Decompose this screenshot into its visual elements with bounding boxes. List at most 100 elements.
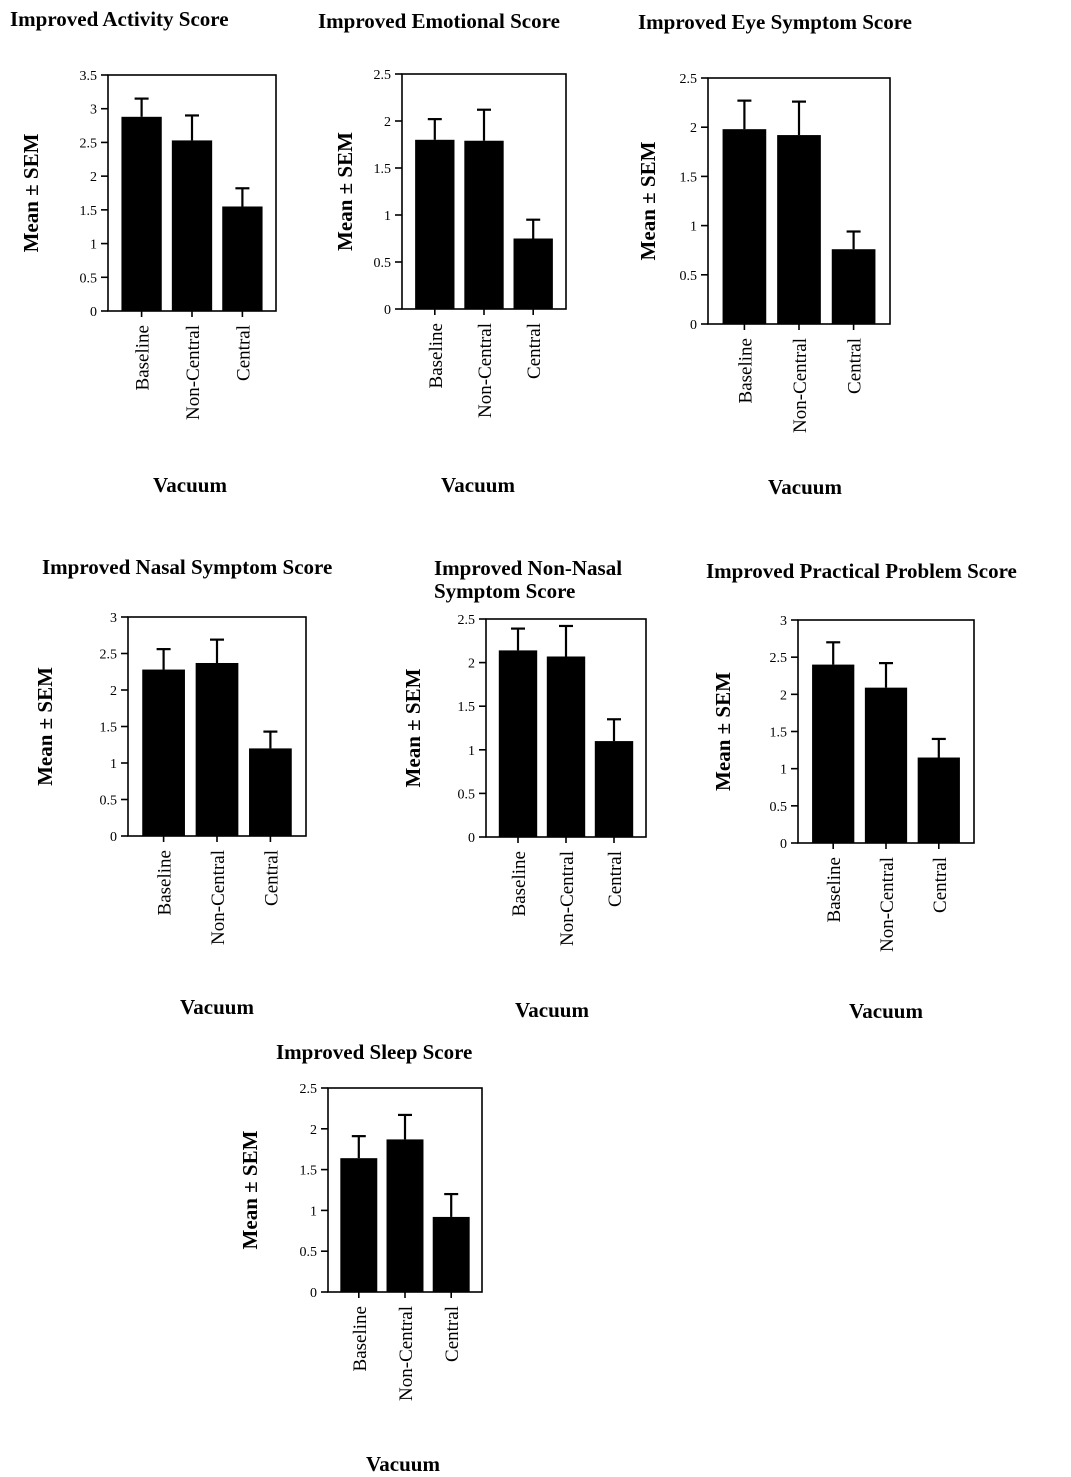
- chart-panel: Improved Nasal Symptom Score 0 0.5 1 1.5 2 2.5…: [33, 555, 332, 1019]
- x-axis-label: Vacuum: [849, 999, 923, 1023]
- category-label: Baseline: [426, 323, 447, 388]
- chart-panel: Improved Practical Problem Score 0 0.5 1 1.5…: [706, 559, 1017, 1023]
- y-tick-label: 1: [690, 220, 697, 235]
- category-label: Central: [261, 850, 282, 906]
- category-label: Baseline: [735, 338, 756, 403]
- y-tick-label: 1: [310, 1204, 317, 1219]
- bar: [812, 664, 855, 843]
- x-axis-label: Vacuum: [153, 473, 227, 497]
- y-tick-label: 0.5: [458, 787, 476, 802]
- chart-title: Improved Eye Symptom Score: [638, 10, 912, 34]
- bar: [498, 650, 538, 837]
- y-tick-label: 1: [384, 209, 391, 224]
- category-label: Central: [845, 338, 866, 394]
- y-tick-label: 0: [384, 303, 391, 318]
- category-label: Non-Central: [877, 857, 898, 952]
- x-axis-label: Vacuum: [515, 998, 589, 1022]
- y-axis-label: Mean ± SEM: [33, 667, 57, 786]
- category-label: Central: [605, 851, 626, 907]
- y-tick-label: 1.5: [374, 162, 392, 177]
- y-tick-label: 0.5: [680, 269, 698, 284]
- y-tick-label: 1: [90, 238, 97, 253]
- bar: [432, 1216, 470, 1292]
- y-tick-label: 3: [90, 103, 97, 118]
- bar: [513, 238, 553, 309]
- chart-panel: Improved Eye Symptom Score 0 0.5 1 1.5 2 2.5 Me…: [636, 10, 912, 499]
- y-tick-label: 2.5: [770, 651, 788, 666]
- y-tick-label: 2: [310, 1123, 317, 1138]
- category-label: Non-Central: [475, 323, 496, 418]
- y-tick-label: 3: [780, 614, 787, 629]
- bar: [121, 116, 162, 311]
- chart-title: Improved Non-Nasal: [434, 556, 622, 580]
- y-tick-label: 1: [468, 744, 475, 759]
- category-label: Baseline: [824, 857, 845, 922]
- y-tick-label: 3.5: [80, 69, 98, 84]
- bar: [249, 748, 292, 836]
- y-tick-label: 1: [110, 757, 117, 772]
- bar: [722, 129, 767, 324]
- chart-panel: Improved Emotional Score 0 0.5 1 1.5 2 2.5 Mean…: [318, 9, 567, 497]
- category-label: Baseline: [509, 851, 530, 916]
- chart-title: Improved Activity Score: [10, 7, 229, 31]
- y-axis-label: Mean ± SEM: [711, 672, 735, 791]
- x-axis-label: Vacuum: [366, 1452, 440, 1476]
- bar: [546, 656, 586, 837]
- y-tick-label: 1.5: [80, 204, 98, 219]
- bar: [171, 140, 213, 311]
- y-tick-label: 0.5: [770, 800, 788, 815]
- category-label: Central: [930, 857, 951, 913]
- chart-title: Improved Practical Problem Score: [706, 559, 1017, 583]
- category-label: Central: [442, 1306, 463, 1362]
- chart-title: Improved Emotional Score: [318, 9, 560, 33]
- x-axis-label: Vacuum: [441, 473, 515, 497]
- chart-title: Improved Sleep Score: [276, 1040, 472, 1064]
- y-tick-label: 0.5: [80, 271, 98, 286]
- y-tick-label: 2.5: [300, 1082, 318, 1097]
- bar: [917, 757, 960, 843]
- bar: [415, 139, 455, 309]
- y-tick-label: 1.5: [300, 1164, 318, 1179]
- y-tick-label: 2: [384, 115, 391, 130]
- y-tick-label: 1.5: [458, 700, 476, 715]
- x-axis-label: Vacuum: [768, 475, 842, 499]
- category-label: Baseline: [155, 850, 176, 915]
- category-label: Central: [524, 323, 545, 379]
- category-label: Central: [233, 325, 254, 381]
- bar: [222, 206, 263, 311]
- y-tick-label: 2.5: [374, 68, 392, 83]
- bar: [386, 1139, 424, 1292]
- y-tick-label: 2: [90, 170, 97, 185]
- chart-panel: Improved Sleep Score 0 0.5 1 1.5 2 2.5 Mean ± S…: [238, 1040, 483, 1476]
- chart-panel: Improved Activity Score 0 0.5 1 1.5 2 2.5 3 3.5 M…: [10, 7, 277, 497]
- y-tick-label: 2.5: [680, 72, 698, 87]
- y-tick-label: 0: [780, 837, 787, 852]
- y-tick-label: 1.5: [100, 721, 118, 736]
- chart-title: Improved Nasal Symptom Score: [42, 555, 332, 579]
- y-tick-label: 0: [90, 305, 97, 320]
- y-tick-label: 2.5: [80, 136, 98, 151]
- y-tick-label: 2: [690, 121, 697, 136]
- y-tick-label: 2: [110, 684, 117, 699]
- category-label: Baseline: [350, 1306, 371, 1371]
- x-axis-label: Vacuum: [180, 995, 254, 1019]
- y-tick-label: 1.5: [770, 726, 788, 741]
- bar: [340, 1158, 378, 1292]
- bar: [777, 135, 821, 324]
- bar: [864, 687, 908, 843]
- y-axis-label: Mean ± SEM: [401, 668, 425, 787]
- category-label: Non-Central: [208, 850, 229, 945]
- y-tick-label: 0.5: [374, 256, 392, 271]
- y-tick-label: 2: [780, 688, 787, 703]
- y-tick-label: 0: [690, 318, 697, 333]
- category-label: Baseline: [133, 325, 154, 390]
- y-tick-label: 3: [110, 611, 117, 626]
- category-label: Non-Central: [183, 325, 204, 420]
- y-tick-label: 0: [110, 830, 117, 845]
- bar: [142, 669, 185, 836]
- chart-title: Symptom Score: [434, 579, 575, 603]
- y-tick-label: 0: [468, 831, 475, 846]
- y-tick-label: 2: [468, 657, 475, 672]
